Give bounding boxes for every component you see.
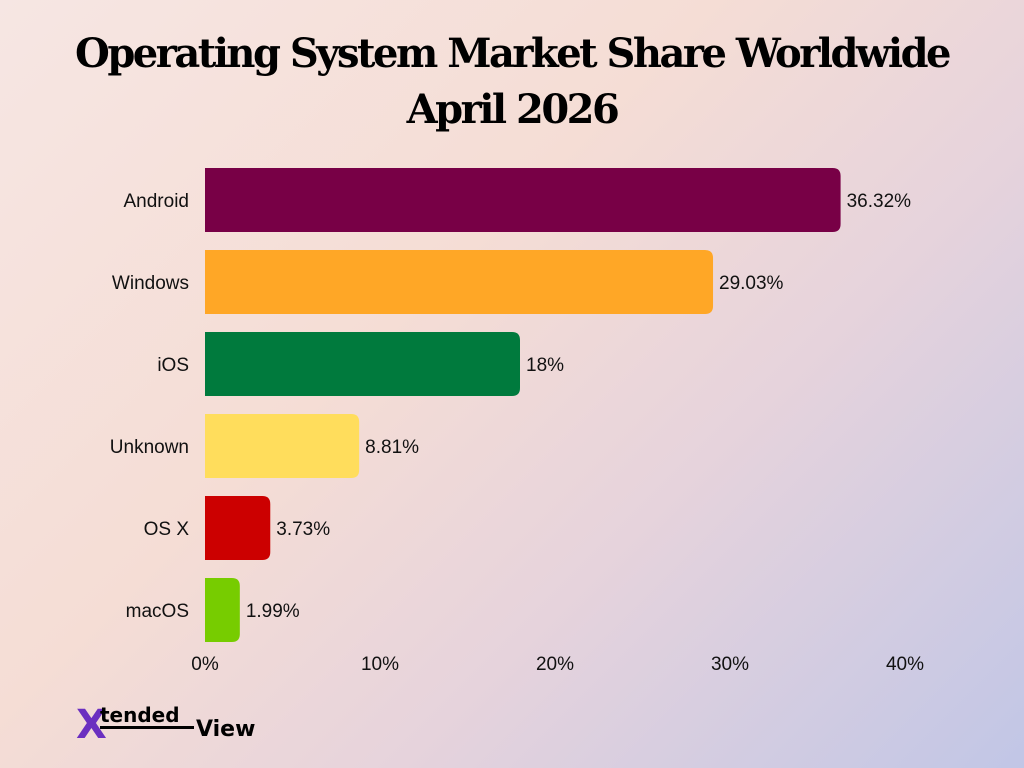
value-label: 29.03% (719, 273, 784, 294)
value-label: 36.32% (847, 191, 912, 212)
category-label: Unknown (110, 437, 189, 458)
bar-unknown (205, 414, 360, 478)
chart-title: Operating System Market Share Worldwide (74, 30, 952, 77)
value-label: 18% (526, 355, 564, 376)
bar-os-x (205, 496, 271, 560)
x-tick-label: 40% (886, 654, 924, 675)
bar-android (205, 168, 841, 232)
bar-ios (205, 332, 520, 396)
category-label: Windows (112, 273, 189, 294)
category-label: Android (124, 191, 190, 212)
category-label: iOS (157, 355, 189, 376)
chart-title-block: Operating System Market Share Worldwide … (0, 26, 1024, 138)
bar-windows (205, 250, 714, 314)
value-label: 3.73% (276, 519, 330, 540)
chart-subtitle: April 2026 (406, 86, 620, 133)
category-label: macOS (126, 601, 189, 622)
logo-underline (100, 726, 194, 729)
category-label: OS X (144, 519, 190, 540)
bar-macos (205, 578, 240, 642)
value-label: 1.99% (246, 601, 300, 622)
logo-x: X (76, 702, 107, 748)
x-tick-label: 10% (361, 654, 399, 675)
xtendedview-logo: X tended View (76, 702, 255, 748)
x-tick-label: 20% (536, 654, 574, 675)
x-tick-label: 0% (191, 654, 219, 675)
logo-text-accent: View (196, 717, 255, 742)
x-tick-label: 30% (711, 654, 749, 675)
bar-chart: Android 36.32% Windows 29.03% iOS 18% Unknown 8… (110, 168, 924, 675)
value-label: 8.81% (365, 437, 419, 458)
logo-text-main: tended (100, 703, 180, 727)
